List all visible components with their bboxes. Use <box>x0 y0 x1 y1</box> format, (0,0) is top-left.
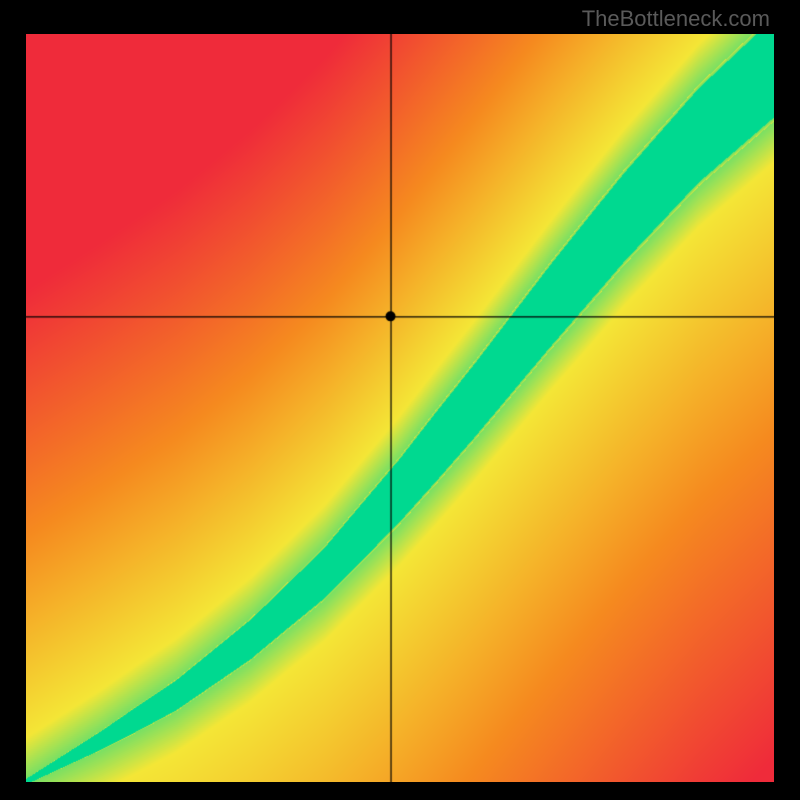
bottleneck-heatmap <box>26 34 774 782</box>
watermark-text: TheBottleneck.com <box>582 6 770 32</box>
chart-container: { "watermark": { "text": "TheBottleneck.… <box>0 0 800 800</box>
